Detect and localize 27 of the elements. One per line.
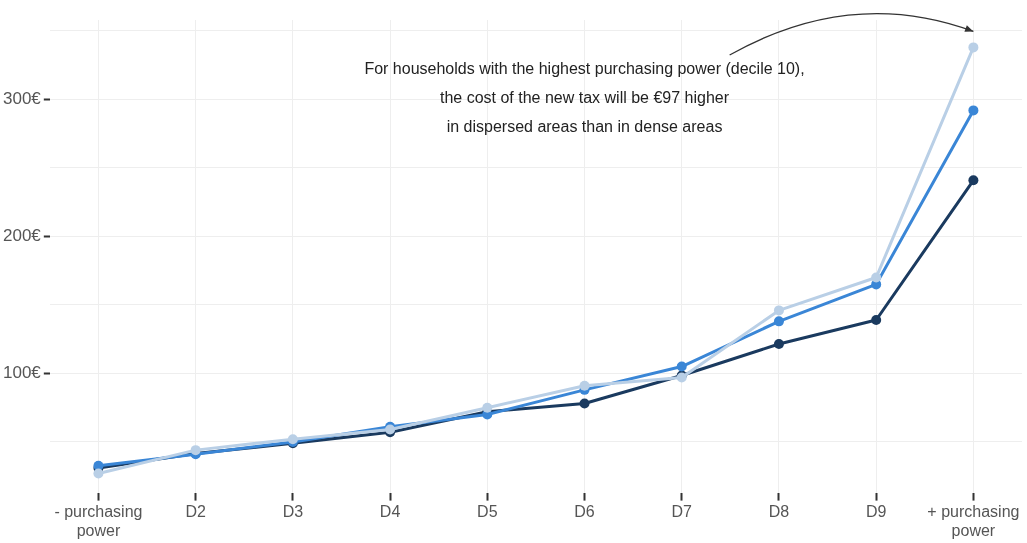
x-tick-label: D6 — [574, 502, 595, 520]
x-tick-label: D7 — [671, 502, 693, 520]
point — [968, 42, 979, 53]
y-tick-label: 300€ — [2, 89, 42, 109]
point — [773, 305, 784, 316]
point — [968, 105, 979, 116]
point — [482, 402, 493, 413]
annotation: For households with the highest purchasing power (decile 10), the cost of the new tax will be €97 higher in dispersed areas than in dense areas — [364, 60, 805, 136]
x-tick-label: D4 — [379, 502, 401, 520]
point — [579, 380, 590, 391]
x-tick-label: D9 — [865, 502, 887, 520]
point — [93, 468, 104, 479]
x-tick-label: D3 — [282, 502, 304, 520]
x-tick-label: - purchasing power — [54, 502, 143, 539]
point — [773, 338, 784, 349]
x-tick-label: D8 — [768, 502, 790, 520]
x-tick-label: D2 — [185, 502, 206, 520]
point — [579, 398, 590, 409]
point — [871, 272, 882, 283]
point — [871, 315, 882, 325]
point — [968, 175, 979, 186]
x-tick-label: + purchasing power — [927, 502, 1020, 539]
point — [773, 316, 784, 327]
x-tick-label: D5 — [477, 502, 498, 520]
point — [676, 361, 687, 372]
y-tick-label: 100€ — [2, 363, 42, 383]
y-tick-label: 200€ — [2, 226, 42, 246]
